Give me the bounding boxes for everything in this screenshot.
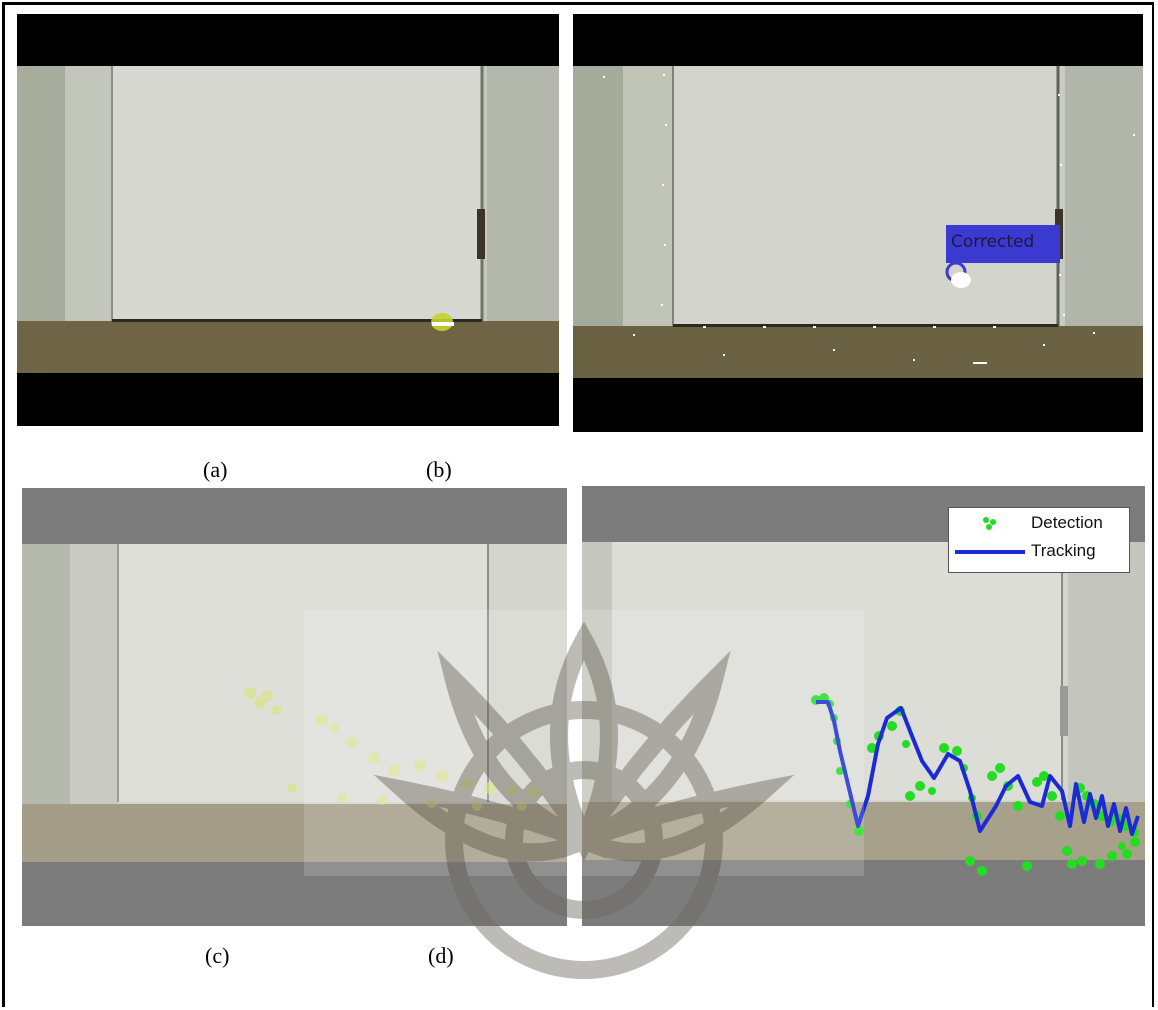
- panel-c-image: [22, 488, 567, 926]
- caption-d: (d): [428, 943, 454, 968]
- panel-d-image: [582, 486, 1145, 926]
- legend-tracking: Tracking: [949, 539, 1129, 565]
- detection-marker-icon: [983, 517, 996, 530]
- caption-b: (b): [426, 457, 452, 482]
- tracking-line: [816, 700, 1140, 836]
- detection-markers: [811, 693, 1140, 876]
- panel-a-image: [17, 14, 559, 426]
- trajectory-plot: [811, 693, 1140, 876]
- tracking-line-icon: [955, 550, 1025, 554]
- panel-b-image: Corrected: [573, 14, 1143, 432]
- legend-detection-label: Detection: [1031, 513, 1103, 532]
- legend-detection: Detection: [949, 511, 1129, 537]
- plot-legend: Detection Tracking: [948, 507, 1130, 573]
- caption-a: (a): [203, 457, 228, 482]
- caption-c: (c): [205, 943, 230, 968]
- corrected-label: Corrected: [951, 232, 1035, 252]
- legend-tracking-label: Tracking: [1031, 541, 1096, 560]
